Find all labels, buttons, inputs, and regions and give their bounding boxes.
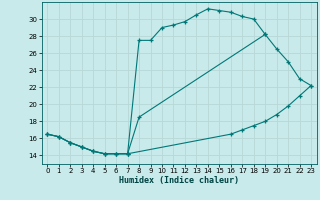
X-axis label: Humidex (Indice chaleur): Humidex (Indice chaleur) (119, 176, 239, 185)
